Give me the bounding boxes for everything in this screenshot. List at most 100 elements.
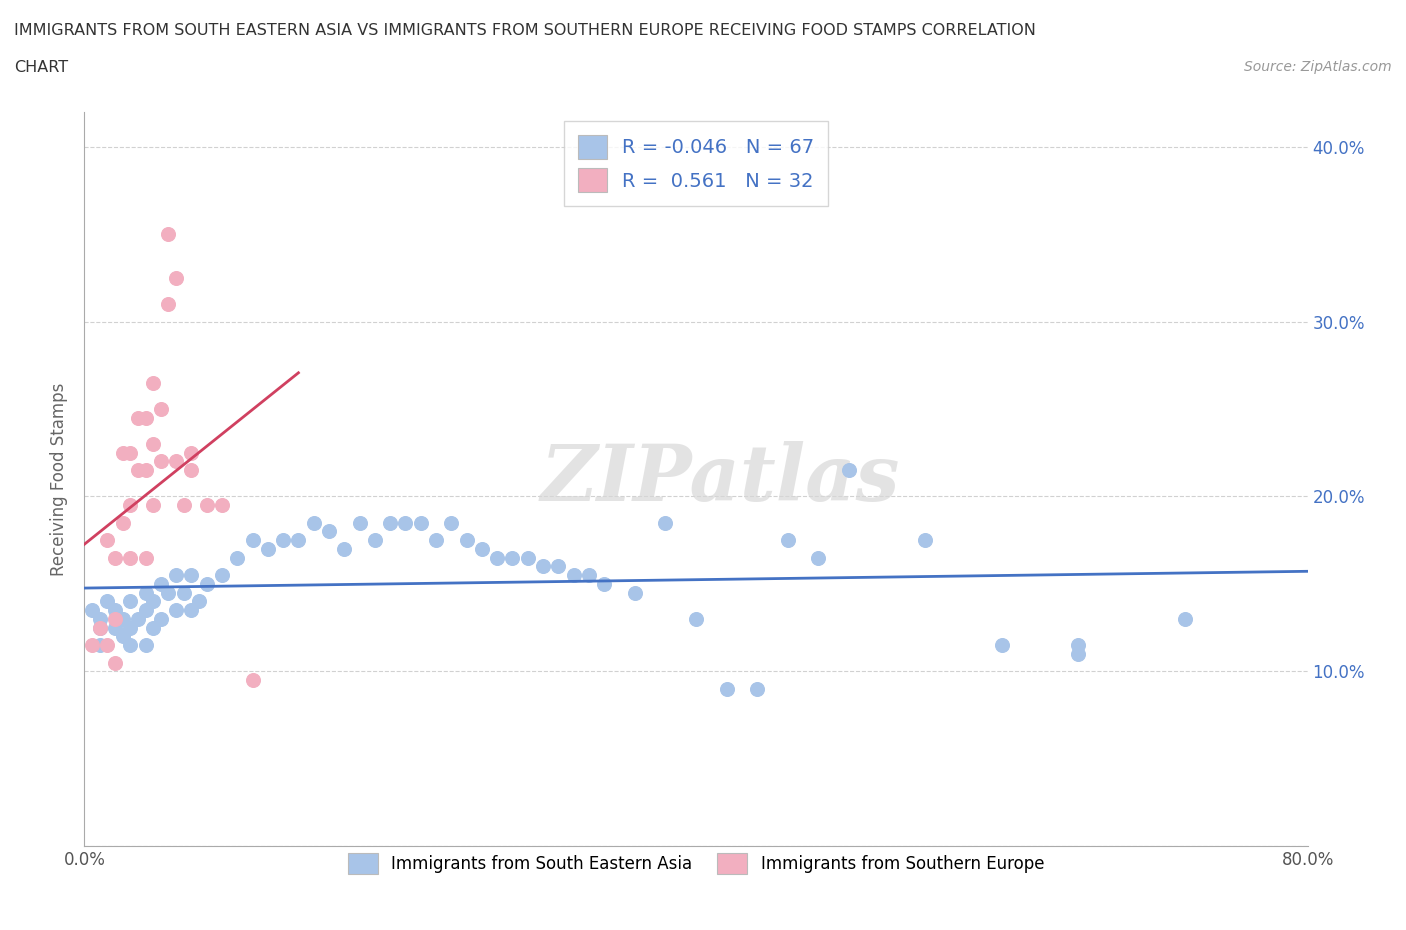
Text: Source: ZipAtlas.com: Source: ZipAtlas.com bbox=[1244, 60, 1392, 74]
Point bbox=[195, 577, 218, 591]
Point bbox=[89, 620, 111, 635]
Point bbox=[409, 515, 432, 530]
Point bbox=[578, 567, 600, 582]
Point bbox=[302, 515, 325, 530]
Point bbox=[685, 611, 707, 626]
Point bbox=[135, 585, 157, 600]
Point bbox=[165, 271, 187, 286]
Point bbox=[96, 594, 118, 609]
Point bbox=[120, 594, 142, 609]
Point bbox=[242, 533, 264, 548]
Y-axis label: Receiving Food Stamps: Receiving Food Stamps bbox=[51, 382, 69, 576]
Point bbox=[127, 611, 149, 626]
Point bbox=[531, 559, 554, 574]
Point bbox=[142, 436, 165, 451]
Point bbox=[1067, 638, 1090, 653]
Text: ZIPatlas: ZIPatlas bbox=[541, 441, 900, 517]
Point bbox=[226, 551, 249, 565]
Point bbox=[149, 454, 172, 469]
Point bbox=[502, 551, 524, 565]
Point bbox=[195, 498, 218, 512]
Point bbox=[96, 638, 118, 653]
Point bbox=[547, 559, 569, 574]
Point bbox=[349, 515, 371, 530]
Point bbox=[111, 445, 134, 460]
Point bbox=[111, 629, 134, 644]
Point bbox=[516, 551, 538, 565]
Point bbox=[135, 638, 157, 653]
Point bbox=[440, 515, 463, 530]
Point bbox=[991, 638, 1014, 653]
Point bbox=[157, 585, 180, 600]
Point bbox=[188, 594, 211, 609]
Point bbox=[120, 445, 142, 460]
Point bbox=[471, 541, 494, 556]
Point bbox=[425, 533, 447, 548]
Point bbox=[157, 227, 180, 242]
Point bbox=[120, 620, 142, 635]
Legend: Immigrants from South Eastern Asia, Immigrants from Southern Europe: Immigrants from South Eastern Asia, Immi… bbox=[339, 845, 1053, 882]
Point bbox=[333, 541, 356, 556]
Point bbox=[89, 638, 111, 653]
Point bbox=[142, 498, 165, 512]
Point bbox=[593, 577, 616, 591]
Point bbox=[624, 585, 647, 600]
Point bbox=[914, 533, 936, 548]
Point bbox=[173, 585, 195, 600]
Point bbox=[776, 533, 799, 548]
Point bbox=[562, 567, 585, 582]
Point bbox=[165, 454, 187, 469]
Point bbox=[318, 524, 340, 538]
Point bbox=[120, 638, 142, 653]
Point bbox=[149, 611, 172, 626]
Point bbox=[380, 515, 402, 530]
Point bbox=[1067, 646, 1090, 661]
Point bbox=[394, 515, 416, 530]
Point bbox=[180, 567, 202, 582]
Point bbox=[111, 611, 134, 626]
Text: IMMIGRANTS FROM SOUTH EASTERN ASIA VS IMMIGRANTS FROM SOUTHERN EUROPE RECEIVING : IMMIGRANTS FROM SOUTH EASTERN ASIA VS IM… bbox=[14, 23, 1036, 38]
Point bbox=[747, 682, 769, 697]
Point bbox=[165, 603, 187, 618]
Point bbox=[111, 515, 134, 530]
Point bbox=[165, 567, 187, 582]
Point bbox=[271, 533, 294, 548]
Point bbox=[80, 638, 103, 653]
Point bbox=[127, 410, 149, 425]
Point bbox=[180, 603, 202, 618]
Point bbox=[173, 498, 195, 512]
Point bbox=[1174, 611, 1197, 626]
Point bbox=[807, 551, 830, 565]
Point bbox=[142, 376, 165, 391]
Point bbox=[149, 402, 172, 417]
Point bbox=[120, 551, 142, 565]
Point bbox=[149, 577, 172, 591]
Point bbox=[211, 567, 233, 582]
Point bbox=[142, 620, 165, 635]
Point bbox=[654, 515, 676, 530]
Point bbox=[104, 611, 127, 626]
Point bbox=[96, 533, 118, 548]
Point bbox=[142, 594, 165, 609]
Point bbox=[257, 541, 280, 556]
Point bbox=[120, 498, 142, 512]
Point bbox=[89, 620, 111, 635]
Point bbox=[104, 620, 127, 635]
Point bbox=[180, 463, 202, 478]
Text: CHART: CHART bbox=[14, 60, 67, 75]
Point bbox=[242, 672, 264, 687]
Point bbox=[135, 463, 157, 478]
Point bbox=[180, 445, 202, 460]
Point bbox=[89, 611, 111, 626]
Point bbox=[104, 656, 127, 671]
Point bbox=[486, 551, 509, 565]
Point bbox=[838, 463, 860, 478]
Point bbox=[287, 533, 309, 548]
Point bbox=[104, 551, 127, 565]
Point bbox=[211, 498, 233, 512]
Point bbox=[80, 603, 103, 618]
Point bbox=[135, 551, 157, 565]
Point bbox=[456, 533, 478, 548]
Point bbox=[157, 297, 180, 312]
Point bbox=[716, 682, 738, 697]
